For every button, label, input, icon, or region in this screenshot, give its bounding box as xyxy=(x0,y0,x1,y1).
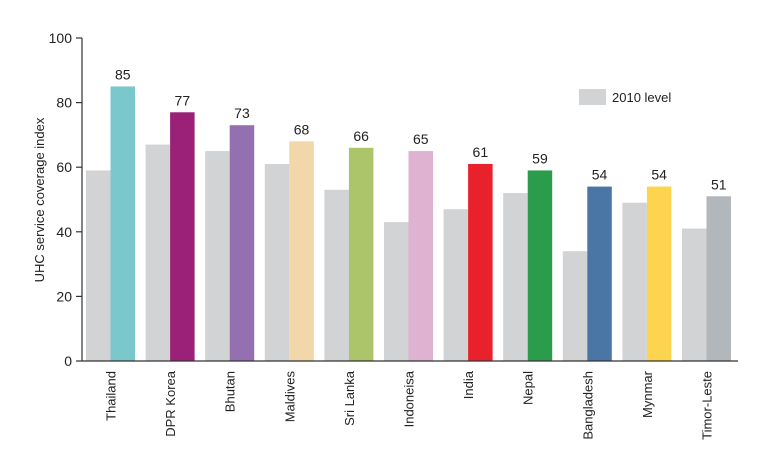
bar-2010-level xyxy=(264,163,290,361)
bar-data-label: 68 xyxy=(294,121,310,137)
x-category-label: Sri Lanka xyxy=(342,370,357,426)
bar-2010-level xyxy=(503,193,528,361)
bar-data-label: 61 xyxy=(473,144,489,160)
bar-data-label: 59 xyxy=(532,150,548,166)
y-tick-label: 40 xyxy=(56,224,72,240)
bar-2010-level xyxy=(324,189,349,361)
category-labels: Thailand DPR Korea Bhutan Maldives Sri Lanka… xyxy=(104,370,715,440)
x-category-label: India xyxy=(461,370,476,399)
bar-current-level xyxy=(408,151,433,361)
bar-2010-level xyxy=(86,170,111,361)
x-category-label: Indoneisa xyxy=(402,370,417,427)
bar-data-label: 85 xyxy=(115,66,131,82)
bar-group xyxy=(86,86,731,362)
bar-2010-level xyxy=(682,228,707,361)
bar-2010-level xyxy=(384,222,409,361)
bar-data-label: 51 xyxy=(711,176,727,192)
data-labels: 85 77 73 68 66 65 61 59 54 54 51 xyxy=(115,66,727,192)
x-category-label: Thailand xyxy=(104,371,119,421)
bar-2010-level xyxy=(562,251,588,361)
x-category-label: DPR Korea xyxy=(163,370,178,437)
legend-swatch xyxy=(579,89,606,105)
y-axis-title: UHC service coverage index xyxy=(32,117,47,282)
bar-current-level xyxy=(706,196,731,361)
x-category-label: Bhutan xyxy=(223,371,238,412)
legend: 2010 level xyxy=(579,89,671,105)
x-category-label: Nepal xyxy=(521,371,536,405)
x-category-label: Maldives xyxy=(282,371,297,423)
y-tick-label: 0 xyxy=(64,353,72,369)
bar-2010-level xyxy=(622,202,647,361)
bar-data-label: 66 xyxy=(353,128,369,144)
y-axis-ticks: 0 20 40 60 80 100 xyxy=(49,30,82,369)
bar-current-level xyxy=(289,141,314,361)
bar-current-level xyxy=(527,170,553,361)
x-category-label: Timor-Leste xyxy=(700,371,715,440)
bar-2010-level xyxy=(205,151,230,361)
bar-data-label: 54 xyxy=(651,167,667,183)
bar-current-level xyxy=(468,163,493,361)
bar-current-level xyxy=(229,125,255,362)
y-tick-label: 60 xyxy=(56,159,72,175)
bar-data-label: 77 xyxy=(175,92,191,108)
bar-data-label: 73 xyxy=(234,105,250,121)
bar-current-level xyxy=(170,112,195,361)
bar-current-level xyxy=(348,147,374,361)
legend-label: 2010 level xyxy=(612,90,671,105)
y-tick-label: 100 xyxy=(49,30,73,46)
bar-data-label: 54 xyxy=(592,167,608,183)
bar-2010-level xyxy=(443,209,469,361)
bar-2010-level xyxy=(145,144,171,361)
y-tick-label: 80 xyxy=(56,95,72,111)
bar-data-label: 65 xyxy=(413,131,429,147)
x-category-label: Bangladesh xyxy=(580,371,595,440)
bar-current-level xyxy=(110,86,135,361)
bar-current-level xyxy=(646,186,672,361)
x-category-label: Mynmar xyxy=(640,370,655,418)
y-tick-label: 20 xyxy=(56,288,72,304)
bar-current-level xyxy=(587,186,612,361)
